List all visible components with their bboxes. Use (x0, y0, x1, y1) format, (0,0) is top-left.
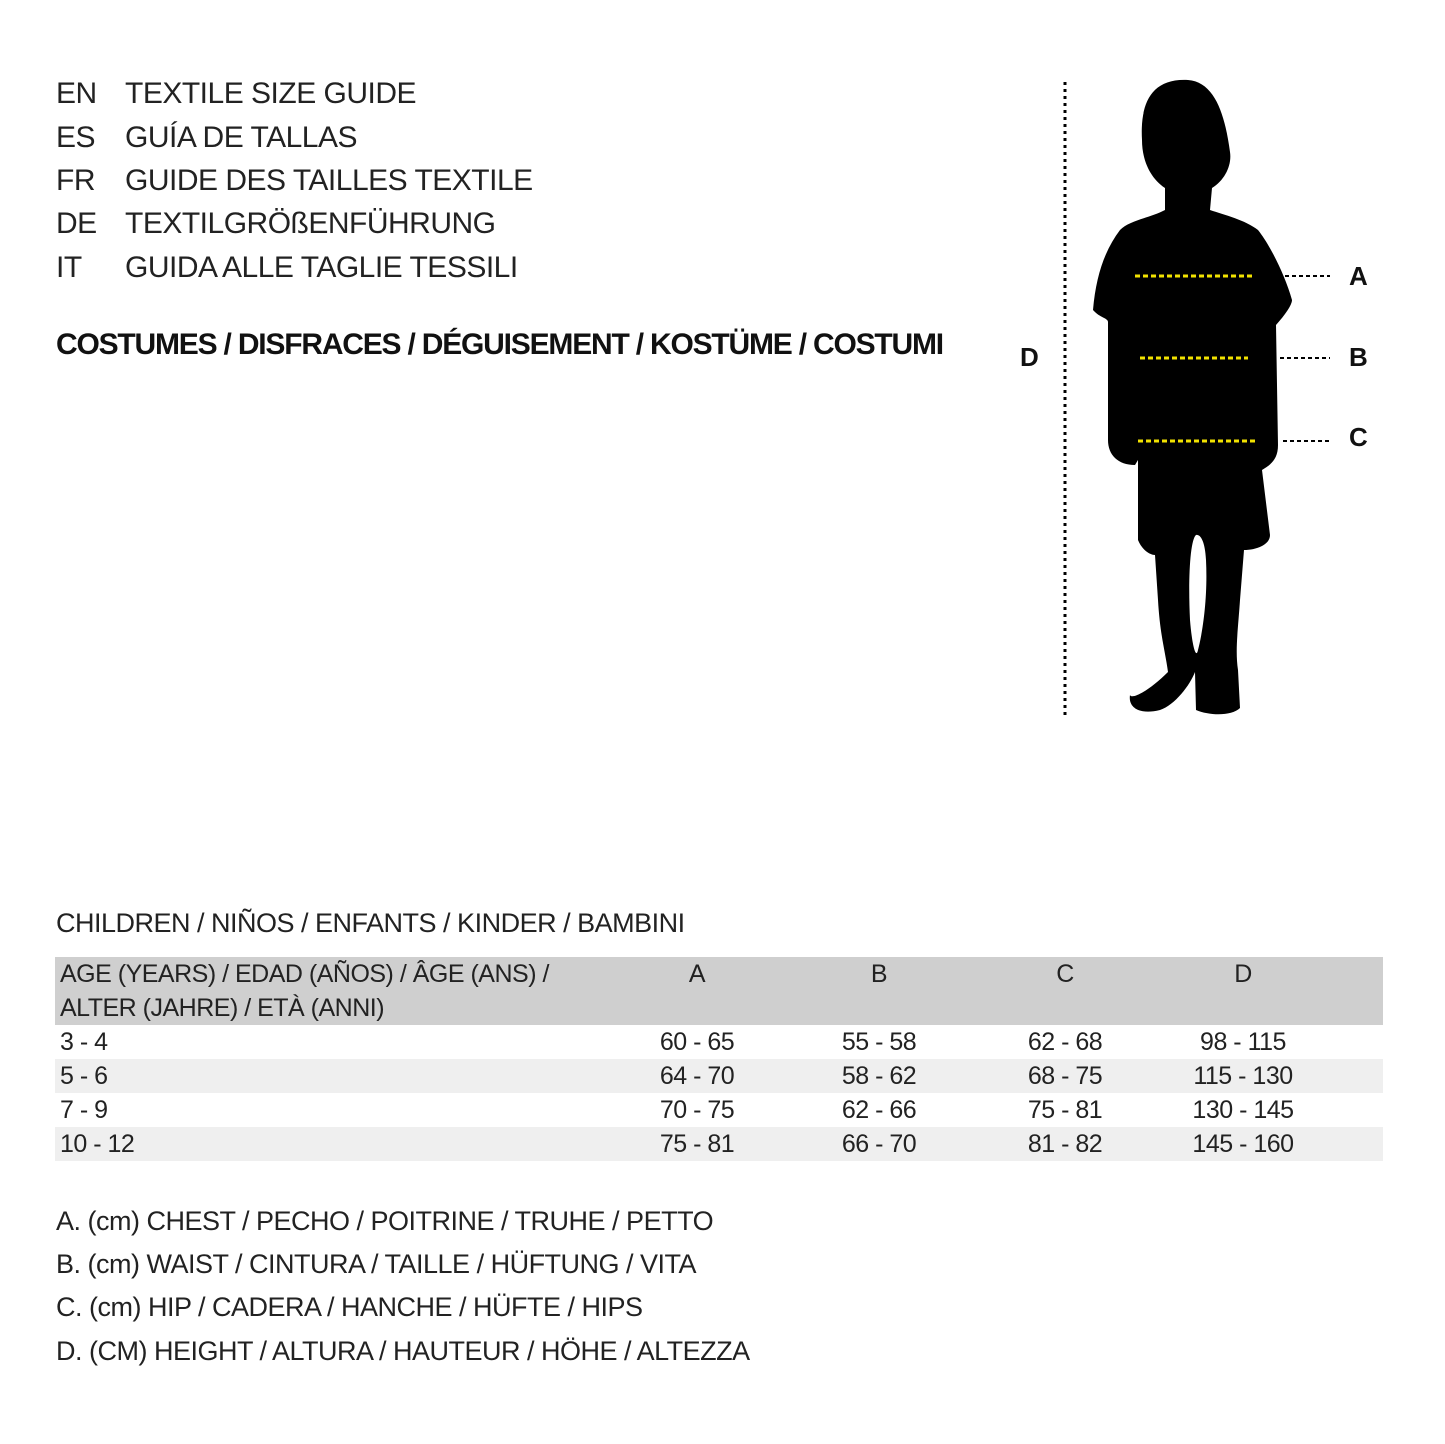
col-header-c: C (1056, 960, 1074, 988)
legend-item-a: A. (cm) CHEST / PECHO / POITRINE / TRUHE… (56, 1206, 714, 1236)
age-cell: 10 - 12 (60, 1130, 135, 1158)
value-cell-a: 75 - 81 (659, 1130, 735, 1158)
age-header-line2: ALTER (JAHRE) / ETÀ (ANNI) (60, 994, 385, 1022)
value-cell-c: 81 - 82 (1027, 1130, 1103, 1158)
section-title: CHILDREN / NIÑOS / ENFANTS / KINDER / BA… (56, 908, 685, 938)
category-heading: COSTUMES / DISFRACES / DÉGUISEMENT / KOS… (56, 328, 944, 361)
title-es: ES GUÍA DE TALLAS (56, 120, 956, 156)
col-header-d: D (1234, 960, 1252, 988)
label-d: D (1020, 342, 1039, 372)
value-cell-c: 62 - 68 (1027, 1028, 1103, 1056)
value-cell-d: 115 - 130 (1193, 1062, 1293, 1090)
title-text: TEXTILGRÖßENFÜHRUNG (125, 207, 496, 240)
value-cell-b: 58 - 62 (841, 1062, 917, 1090)
value-cell-a: 70 - 75 (659, 1096, 735, 1124)
silhouette-shape (1093, 79, 1292, 715)
title-fr: FR GUIDE DES TAILLES TEXTILE (56, 163, 956, 199)
age-cell: 3 - 4 (60, 1028, 108, 1056)
legend-item-c: C. (cm) HIP / CADERA / HANCHE / HÜFTE / … (56, 1292, 643, 1322)
size-table: AGE (YEARS) / EDAD (AÑOS) / ÂGE (ANS) / … (55, 957, 1383, 1161)
title-text: GUÍA DE TALLAS (125, 121, 358, 154)
value-cell-b: 55 - 58 (841, 1028, 917, 1056)
legend-item-b: B. (cm) WAIST / CINTURA / TAILLE / HÜFTU… (56, 1249, 697, 1279)
label-c: C (1349, 422, 1368, 452)
age-header-line1: AGE (YEARS) / EDAD (AÑOS) / ÂGE (ANS) / (60, 960, 549, 988)
table-body: 3 - 4 60 - 65 55 - 58 62 - 68 98 - 115 5 - 6 6… (55, 1025, 1383, 1161)
value-cell-b: 66 - 70 (841, 1130, 917, 1158)
value-cell-a: 64 - 70 (659, 1062, 735, 1090)
value-cell-d: 98 - 115 (1200, 1028, 1286, 1056)
legend-item-d: D. (CM) HEIGHT / ALTURA / HAUTEUR / HÖHE… (56, 1336, 750, 1366)
age-cell: 7 - 9 (60, 1096, 108, 1124)
title-text: TEXTILE SIZE GUIDE (125, 77, 417, 110)
table-row: 7 - 9 70 - 75 62 - 66 75 - 81 130 - 145 (55, 1093, 1383, 1127)
title-text: GUIDA ALLE TAGLIE TESSILI (125, 251, 518, 284)
table-row: 5 - 6 64 - 70 58 - 62 68 - 75 115 - 130 (55, 1059, 1383, 1093)
lang-code: IT (56, 251, 82, 284)
lang-code: EN (56, 77, 97, 110)
lang-code: FR (56, 164, 96, 197)
value-cell-d: 130 - 145 (1192, 1096, 1294, 1124)
table-row: 10 - 12 75 - 81 66 - 70 81 - 82 145 - 160 (55, 1127, 1383, 1161)
value-cell-d: 145 - 160 (1192, 1130, 1294, 1158)
title-text: GUIDE DES TAILLES TEXTILE (125, 164, 533, 197)
label-b: B (1349, 342, 1368, 372)
age-cell: 5 - 6 (60, 1062, 108, 1090)
table-row: 3 - 4 60 - 65 55 - 58 62 - 68 98 - 115 (55, 1025, 1383, 1059)
title-en: EN TEXTILE SIZE GUIDE (56, 76, 956, 112)
label-a: A (1349, 261, 1368, 291)
value-cell-b: 62 - 66 (841, 1096, 917, 1124)
col-header-b: B (870, 960, 888, 988)
value-cell-c: 75 - 81 (1027, 1096, 1103, 1124)
age-header: AGE (YEARS) / EDAD (AÑOS) / ÂGE (ANS) / … (60, 957, 630, 1025)
col-header-a: A (688, 960, 706, 988)
lang-code: DE (56, 207, 97, 240)
title-de: DE TEXTILGRÖßENFÜHRUNG (56, 206, 956, 242)
child-silhouette-icon (1063, 79, 1330, 715)
title-it: IT GUIDA ALLE TAGLIE TESSILI (56, 250, 956, 286)
table-header: AGE (YEARS) / EDAD (AÑOS) / ÂGE (ANS) / … (55, 957, 1383, 1025)
value-cell-c: 68 - 75 (1027, 1062, 1103, 1090)
value-cell-a: 60 - 65 (659, 1028, 735, 1056)
lang-code: ES (56, 121, 96, 154)
